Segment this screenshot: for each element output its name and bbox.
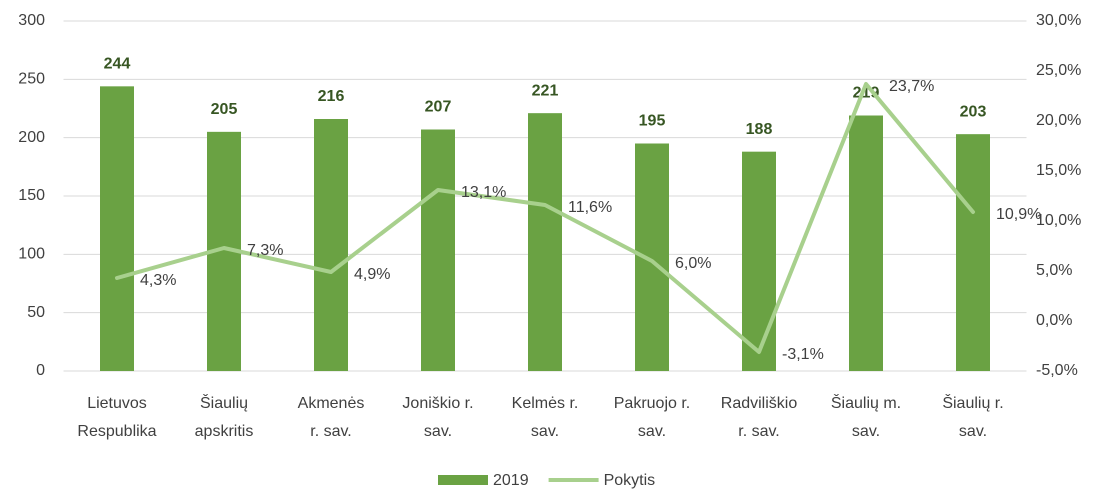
x-tick-label: r. sav. [738, 423, 780, 440]
y2-tick-label: 0,0% [1036, 312, 1072, 329]
x-tick-label: Respublika [77, 423, 156, 440]
bar [421, 129, 455, 371]
bar [849, 115, 883, 371]
bar-value-label: 244 [104, 56, 131, 73]
y2-tick-label: 15,0% [1036, 162, 1081, 179]
x-tick-label: sav. [959, 423, 987, 440]
bar [100, 86, 134, 371]
y-tick-label: 250 [18, 71, 45, 88]
x-tick-label: sav. [531, 423, 559, 440]
x-tick-label: Kelmės r. [512, 395, 579, 412]
legend-swatch [438, 475, 488, 485]
x-tick-label: Šiaulių m. [831, 393, 901, 412]
bar [742, 151, 776, 371]
bar-value-label: 207 [425, 99, 452, 116]
y-tick-label: 200 [18, 129, 45, 146]
y-tick-label: 150 [18, 187, 45, 204]
line-value-label: 11,6% [568, 199, 612, 216]
x-tick-label: Šiaulių [200, 393, 248, 412]
line-value-label: 23,7% [889, 78, 934, 95]
legend-label: Pokytis [604, 472, 656, 489]
line-value-label: 6,0% [675, 255, 711, 272]
y2-tick-label: 5,0% [1036, 262, 1072, 279]
x-tick-label: Šiaulių r. [942, 393, 1003, 412]
line-value-label: 4,9% [354, 266, 390, 283]
bar-value-label: 188 [746, 121, 773, 138]
y2-tick-label: 25,0% [1036, 62, 1081, 79]
line-value-label: 7,3% [247, 242, 283, 259]
bar [528, 113, 562, 372]
y2-tick-label: -5,0% [1036, 362, 1078, 379]
x-tick-label: Lietuvos [87, 395, 147, 412]
bar-value-label: 221 [532, 82, 559, 99]
line [115, 82, 975, 354]
x-tick-label: Radviliškio [721, 395, 798, 412]
line-value-label: 13,1% [461, 184, 506, 201]
y2-tick-label: 20,0% [1036, 112, 1081, 129]
x-tick-label: sav. [424, 423, 452, 440]
x-tick-label: Pakruojo r. [614, 395, 690, 412]
bar-value-label: 205 [211, 101, 238, 118]
y-tick-label: 300 [18, 12, 45, 29]
x-tick-label: Akmenės [298, 395, 365, 412]
y2-tick-label: 30,0% [1036, 12, 1081, 29]
y-tick-label: 50 [27, 304, 45, 321]
bar-value-label: 216 [318, 88, 345, 105]
x-tick-label: r. sav. [310, 423, 352, 440]
bar [635, 143, 669, 371]
line-value-label: 4,3% [140, 272, 176, 289]
line-value-label: 10,9% [996, 206, 1041, 223]
y-tick-label: 100 [18, 246, 45, 263]
x-tick-label: sav. [852, 423, 880, 440]
legend-label: 2019 [493, 472, 529, 489]
bar [956, 134, 990, 371]
bar-value-label: 195 [639, 113, 666, 130]
x-tick-label: sav. [638, 423, 666, 440]
y2-tick-label: 10,0% [1036, 212, 1081, 229]
bar [314, 119, 348, 371]
bar-value-label: 203 [960, 103, 987, 120]
x-tick-label: Joniškio r. [402, 395, 473, 412]
line-value-label: -3,1% [782, 346, 824, 363]
y-tick-label: 0 [36, 362, 45, 379]
x-tick-label: apskritis [195, 423, 254, 440]
